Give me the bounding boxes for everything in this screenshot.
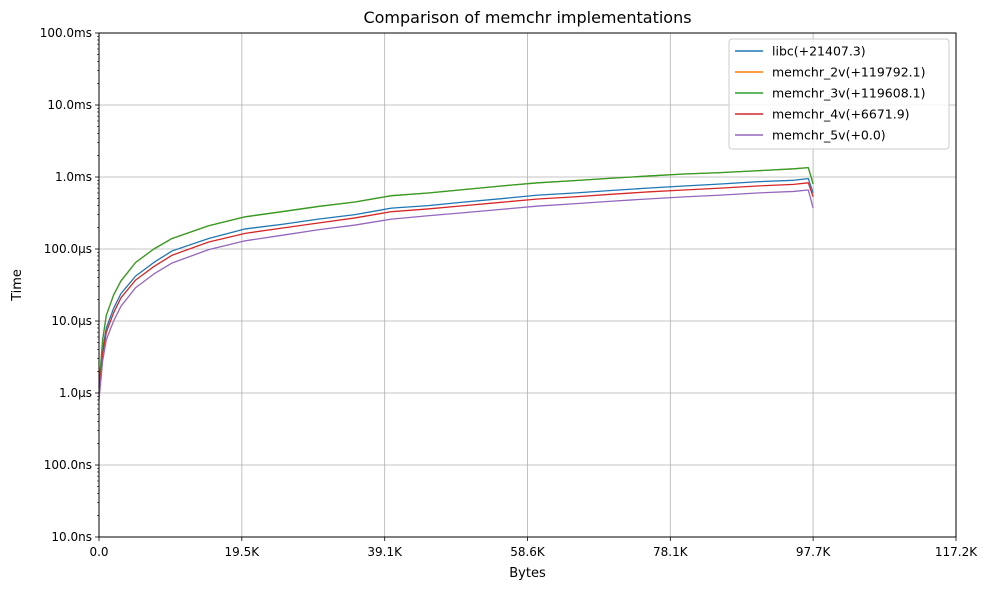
y-tick-label: 10.0ms	[47, 98, 92, 112]
chart-title: Comparison of memchr implementations	[363, 8, 691, 27]
x-axis-label: Bytes	[509, 566, 546, 581]
x-tick-label: 78.1K	[653, 545, 689, 559]
series-line-1	[98, 177, 814, 394]
legend-label: memchr_5v(+0.0)	[772, 128, 886, 143]
y-tick-label: 1.0ms	[55, 170, 92, 184]
legend-label: memchr_2v(+119792.1)	[772, 65, 925, 80]
legend: libc(+21407.3) memchr_2v(+119792.1)memchr…	[728, 38, 950, 150]
x-tick-label: 58.6K	[510, 545, 546, 559]
x-tick-label: 19.5K	[225, 545, 261, 559]
series-line-3	[98, 166, 814, 388]
x-tick-label: 97.7K	[796, 545, 832, 559]
legend-label: libc(+21407.3)	[772, 44, 866, 59]
y-axis: 10.0ns 100.0ns 1.0μs 10.0μs 100.0μs 1.0ms 10.0…	[40, 26, 99, 544]
x-tick-label: 39.1K	[367, 545, 403, 559]
x-axis: 0.0 19.5K 39.1K 58.6K 78.1K 97.7K 117.2K	[89, 537, 978, 559]
y-tick-label: 100.0ms	[40, 26, 92, 40]
y-axis-label: Time	[10, 269, 25, 302]
y-tick-label: 100.0ns	[44, 458, 92, 472]
y-tick-label: 10.0μs	[51, 314, 92, 328]
y-tick-label: 1.0μs	[59, 386, 92, 400]
y-tick-label: 10.0ns	[51, 530, 92, 544]
x-tick-label: 0.0	[89, 545, 108, 559]
x-tick-label: 117.2K	[935, 545, 978, 559]
legend-box	[728, 38, 950, 150]
y-tick-label: 100.0μs	[44, 242, 92, 256]
legend-label: memchr_3v(+119608.1)	[772, 86, 925, 101]
legend-label: memchr_4v(+6671.9)	[772, 107, 910, 122]
series-layer	[98, 166, 814, 401]
series-line-4	[98, 182, 814, 394]
series-line-5	[98, 189, 814, 401]
